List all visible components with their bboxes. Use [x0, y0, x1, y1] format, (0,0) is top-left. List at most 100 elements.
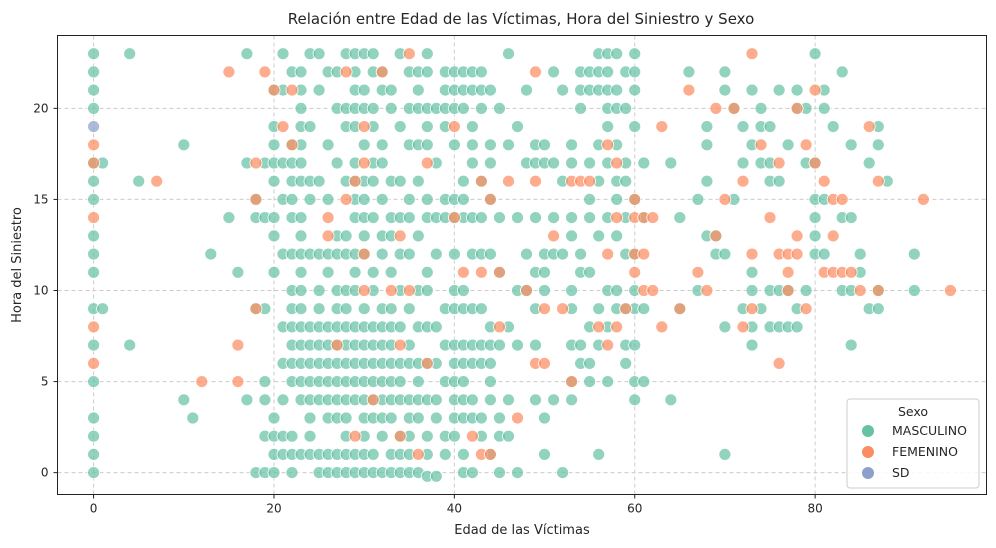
point-masculino — [493, 211, 506, 225]
y-tick-label: 0 — [41, 466, 49, 480]
point-masculino — [447, 429, 461, 443]
point-masculino — [601, 65, 615, 79]
point-masculino — [529, 393, 542, 407]
point-masculino — [853, 247, 867, 261]
point-femenino — [87, 320, 100, 334]
point-masculino — [231, 265, 245, 279]
point-masculino — [123, 47, 137, 61]
point-masculino — [357, 83, 371, 97]
point-masculino — [483, 156, 497, 170]
point-femenino — [547, 229, 560, 243]
point-femenino — [493, 265, 506, 279]
point-femenino — [790, 247, 804, 261]
legend-marker-sd — [862, 467, 874, 479]
point-masculino — [87, 375, 100, 389]
point-femenino — [601, 338, 615, 352]
point-femenino — [853, 284, 867, 297]
point-masculino — [393, 120, 407, 133]
point-masculino — [474, 302, 488, 316]
point-masculino — [258, 393, 272, 407]
point-masculino — [628, 338, 642, 352]
point-femenino — [285, 138, 299, 152]
point-masculino — [538, 284, 551, 297]
point-masculino — [844, 211, 858, 225]
point-masculino — [907, 284, 921, 297]
point-masculino — [357, 229, 371, 243]
point-masculino — [366, 211, 380, 225]
point-masculino — [745, 284, 759, 297]
y-axis-label: Hora del Siniestro — [10, 207, 25, 323]
point-femenino — [844, 265, 858, 279]
point-femenino — [393, 338, 407, 352]
point-masculino — [619, 102, 633, 115]
point-masculino — [411, 411, 425, 425]
point-masculino — [312, 174, 326, 188]
point-masculino — [321, 265, 335, 279]
point-masculino — [312, 302, 326, 316]
point-masculino — [781, 138, 795, 152]
point-femenino — [601, 138, 615, 152]
point-masculino — [321, 192, 335, 206]
point-femenino — [330, 338, 344, 352]
point-masculino — [610, 284, 624, 297]
point-masculino — [429, 393, 443, 407]
point-masculino — [384, 83, 398, 97]
point-masculino — [538, 447, 551, 461]
point-femenino — [754, 138, 768, 152]
point-femenino — [745, 302, 759, 316]
point-masculino — [565, 229, 578, 243]
point-masculino — [456, 192, 470, 206]
point-femenino — [628, 265, 642, 279]
point-femenino — [538, 356, 551, 370]
point-masculino — [465, 120, 479, 133]
point-femenino — [87, 156, 100, 170]
point-masculino — [799, 284, 813, 297]
point-masculino — [556, 247, 569, 261]
point-femenino — [285, 83, 299, 97]
point-masculino — [465, 393, 479, 407]
point-femenino — [195, 375, 209, 389]
point-masculino — [736, 156, 750, 170]
point-masculino — [177, 393, 191, 407]
x-tick-label: 0 — [90, 502, 98, 516]
point-masculino — [547, 156, 560, 170]
point-masculino — [483, 393, 497, 407]
point-masculino — [574, 338, 587, 352]
point-masculino — [456, 284, 470, 297]
point-femenino — [718, 192, 732, 206]
point-femenino — [231, 375, 245, 389]
point-femenino — [610, 156, 624, 170]
point-masculino — [411, 375, 425, 389]
point-masculino — [682, 65, 696, 79]
point-masculino — [411, 83, 425, 97]
point-masculino — [384, 411, 398, 425]
legend-marker-masculino — [862, 425, 874, 437]
point-femenino — [411, 447, 425, 461]
point-femenino — [87, 138, 100, 152]
point-masculino — [745, 265, 759, 279]
point-masculino — [375, 138, 389, 152]
point-femenino — [808, 156, 822, 170]
point-masculino — [312, 83, 326, 97]
point-masculino — [87, 102, 100, 115]
point-masculino — [447, 138, 461, 152]
point-femenino — [249, 302, 263, 316]
point-masculino — [871, 302, 885, 316]
point-masculino — [583, 356, 596, 370]
point-femenino — [646, 284, 660, 297]
point-masculino — [502, 47, 515, 61]
point-masculino — [420, 120, 434, 133]
point-femenino — [393, 429, 407, 443]
point-masculino — [375, 429, 389, 443]
point-masculino — [474, 102, 488, 115]
point-sd — [87, 120, 100, 133]
point-femenino — [808, 83, 822, 97]
point-masculino — [601, 120, 615, 133]
point-masculino — [556, 466, 569, 480]
axis-ticks: 0 20 40 60 80 0 5 10 15 20 — [33, 101, 823, 515]
point-femenino — [871, 284, 885, 297]
point-femenino — [736, 174, 750, 188]
point-masculino — [493, 338, 506, 352]
point-masculino — [267, 466, 281, 480]
point-femenino — [745, 247, 759, 261]
